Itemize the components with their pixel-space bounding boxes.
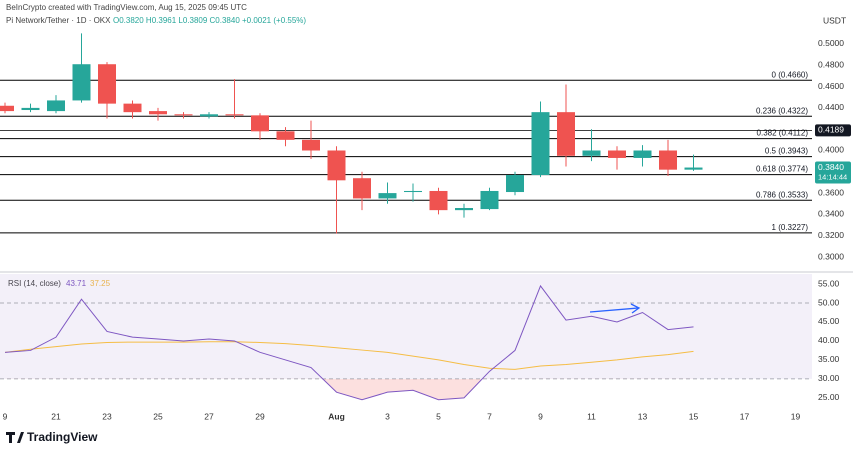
rsi-value: 43.71 bbox=[66, 279, 87, 288]
x-tick-label: 21 bbox=[51, 411, 61, 421]
rsi-ma-value: 37.25 bbox=[90, 279, 111, 288]
y-tick-label: 0.4000 bbox=[818, 145, 844, 155]
x-tick-label: 9 bbox=[3, 411, 8, 421]
y-tick-label: 0.3000 bbox=[818, 251, 844, 261]
rsi-tick-label: 30.00 bbox=[818, 373, 840, 383]
header: BeInCrypto created with TradingView.com,… bbox=[6, 3, 247, 12]
candle-body bbox=[123, 103, 142, 113]
price-pane: 0 (0.4660) 0.236 (0.4322) 0.382 (0.4112) 0.… bbox=[0, 33, 812, 234]
candle-body bbox=[608, 150, 626, 158]
level-box bbox=[815, 124, 851, 137]
candle-body bbox=[174, 114, 193, 116]
candle-body bbox=[506, 174, 524, 193]
x-tick-label: 3 bbox=[385, 411, 390, 421]
fib-label: 0.5 (0.3943) bbox=[765, 147, 808, 156]
level-label: 0.4189 bbox=[818, 125, 844, 135]
rsi-tick-label: 45.00 bbox=[818, 316, 840, 326]
logo: TradingView bbox=[6, 430, 98, 444]
x-tick-label: 13 bbox=[638, 411, 648, 421]
brand: TradingView bbox=[27, 430, 98, 444]
rsi-pane bbox=[0, 274, 812, 401]
countdown: 14:14:44 bbox=[818, 173, 847, 182]
fib-label: 0.786 (0.3533) bbox=[756, 190, 808, 199]
candle-body bbox=[659, 150, 677, 170]
candle-body bbox=[149, 111, 167, 115]
candle-body bbox=[684, 167, 703, 170]
candle-body bbox=[302, 139, 320, 151]
candle-body bbox=[378, 193, 397, 199]
price-box bbox=[815, 161, 851, 184]
candle-body bbox=[200, 114, 218, 117]
x-tick-label: 17 bbox=[740, 411, 750, 421]
x-tick-label: 23 bbox=[102, 411, 112, 421]
candle-body bbox=[47, 100, 65, 112]
candle-body bbox=[480, 190, 499, 210]
x-tick-label: Aug bbox=[328, 411, 345, 421]
trend-arrow bbox=[589, 303, 641, 314]
y-tick-label: 0.3200 bbox=[818, 230, 844, 240]
x-tick-label: 19 bbox=[791, 411, 801, 421]
oversold-fill bbox=[5, 378, 694, 400]
candle-body bbox=[633, 150, 652, 158]
candle-body bbox=[582, 150, 601, 156]
fib-label: 1 (0.3227) bbox=[772, 223, 809, 232]
candle-body bbox=[0, 105, 14, 112]
candle-body bbox=[455, 208, 473, 211]
ohlc-legend: O0.3820 H0.3961 L0.3809 C0.3840 +0.0021 … bbox=[113, 16, 306, 25]
x-tick-label: 15 bbox=[689, 411, 699, 421]
y-tick-label: 0.3400 bbox=[818, 209, 844, 219]
candle-body bbox=[353, 178, 371, 199]
rsi-band-fill bbox=[0, 274, 812, 379]
candle-body bbox=[98, 64, 116, 104]
y-tick-label: 0.3600 bbox=[818, 187, 844, 197]
rsi-tick-label: 50.00 bbox=[818, 297, 840, 307]
candle-body bbox=[404, 190, 422, 193]
fib-label: 0.618 (0.3774) bbox=[756, 165, 808, 174]
rsi-title: RSI (14, close) bbox=[8, 279, 61, 288]
rsi-line bbox=[4, 284, 694, 401]
y-tick-label: 0.4600 bbox=[818, 81, 844, 91]
candle-body bbox=[327, 150, 346, 181]
rsi-tick-label: 55.00 bbox=[818, 278, 840, 288]
rsi-tick-label: 25.00 bbox=[818, 392, 840, 402]
rsi-tick-label: 40.00 bbox=[818, 335, 840, 345]
fib-label: 0.382 (0.4112) bbox=[757, 129, 809, 138]
candle-body bbox=[72, 64, 91, 101]
y-tick-label: 0.5000 bbox=[818, 38, 844, 48]
x-tick-label: 5 bbox=[436, 411, 441, 421]
x-tick-label: 27 bbox=[204, 411, 214, 421]
candle-body bbox=[557, 112, 575, 156]
x-tick-label: 29 bbox=[255, 411, 265, 421]
rsi-line bbox=[4, 341, 694, 370]
currency: USDT bbox=[823, 15, 846, 25]
rsi-tick-label: 35.00 bbox=[818, 354, 840, 364]
fib-label: 0 (0.4660) bbox=[772, 70, 809, 79]
axes: 0.5000 0.4800 0.4600 0.4400 0.4000 0.3600 0.34… bbox=[3, 38, 851, 421]
x-tick-label: 7 bbox=[487, 411, 492, 421]
x-tick-label: 9 bbox=[538, 411, 543, 421]
x-tick-label: 25 bbox=[153, 411, 163, 421]
candle-body bbox=[251, 115, 269, 132]
x-tick-label: 11 bbox=[587, 411, 596, 421]
candle-body bbox=[276, 131, 295, 140]
fib-label: 0.236 (0.4322) bbox=[756, 106, 808, 115]
y-tick-label: 0.4400 bbox=[818, 102, 844, 112]
price-label: 0.3840 bbox=[818, 162, 844, 172]
candle-body bbox=[225, 114, 244, 116]
symbol-legend: Pi Network/Tether · 1D · OKX bbox=[6, 16, 111, 25]
candle-body bbox=[531, 112, 550, 175]
y-tick-label: 0.4800 bbox=[818, 60, 844, 70]
candle-body bbox=[21, 107, 40, 111]
candle-body bbox=[429, 190, 448, 211]
